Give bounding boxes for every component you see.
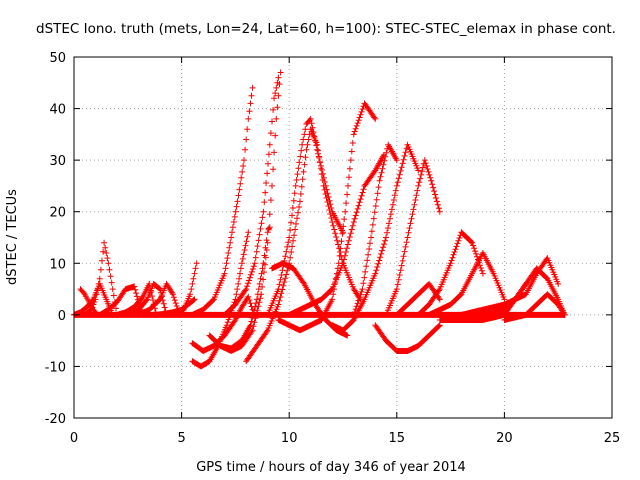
y-tick-label: 0 — [58, 309, 66, 324]
x-tick-label: 0 — [70, 431, 78, 446]
x-tick-label: 10 — [281, 431, 298, 446]
series-23 — [372, 322, 443, 354]
plus-markers — [243, 126, 364, 365]
x-axis-label: GPS time / hours of day 346 of year 2014 — [196, 460, 466, 475]
series-32 — [71, 311, 568, 318]
plus-markers — [372, 322, 443, 354]
y-tick-label: 20 — [49, 206, 66, 221]
axis-ticks: 0 5 10 15 20 25 -20 -10 0 10 20 30 40 50 — [45, 51, 621, 446]
x-tick-label: 20 — [496, 431, 513, 446]
series-19 — [275, 100, 379, 334]
y-tick-label: -10 — [45, 360, 66, 375]
data-markers — [71, 69, 568, 370]
series-16 — [243, 126, 364, 365]
plot-frame — [73, 56, 613, 419]
series-21 — [329, 141, 422, 334]
y-tick-label: 40 — [49, 103, 66, 118]
y-axis-label: dSTEC / TECUs — [5, 189, 20, 285]
y-tick-label: 10 — [49, 257, 66, 272]
y-tick-label: 30 — [49, 154, 66, 169]
plus-markers — [329, 141, 422, 334]
y-tick-label: -20 — [45, 412, 66, 427]
y-tick-label: 50 — [49, 51, 66, 66]
plus-markers — [275, 100, 379, 334]
x-tick-label: 5 — [177, 431, 185, 446]
x-tick-label: 25 — [604, 431, 621, 446]
x-tick-label: 15 — [389, 431, 406, 446]
chart-title: dSTEC Iono. truth (mets, Lon=24, Lat=60,… — [36, 21, 616, 37]
plus-markers — [71, 311, 568, 318]
